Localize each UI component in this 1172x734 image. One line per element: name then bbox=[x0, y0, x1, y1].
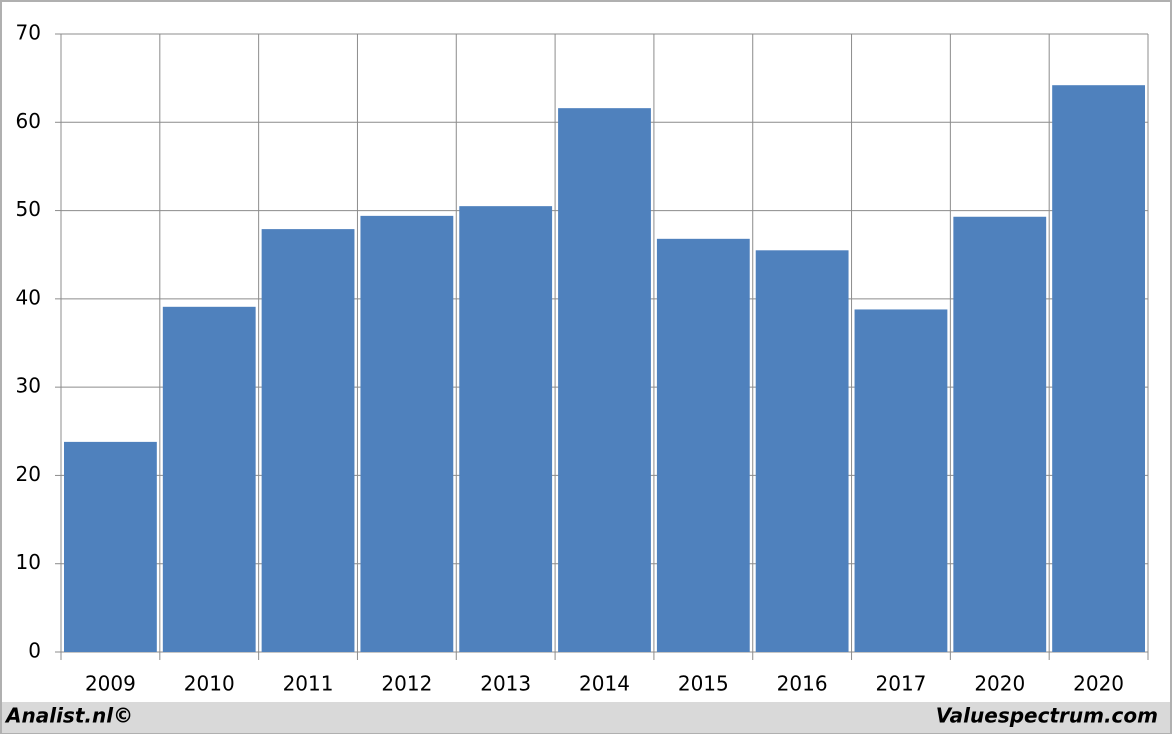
x-tick-label: 2017 bbox=[876, 672, 927, 696]
x-tick-label: 2020 bbox=[974, 672, 1025, 696]
footer-left: Analist.nl© bbox=[4, 704, 133, 728]
y-tick-label: 50 bbox=[16, 197, 41, 221]
x-tick-label: 2014 bbox=[579, 672, 630, 696]
x-tick-label: 2011 bbox=[283, 672, 334, 696]
bar bbox=[854, 309, 948, 652]
bar bbox=[64, 441, 157, 652]
x-tick-label: 2009 bbox=[85, 672, 136, 696]
bar bbox=[162, 306, 256, 652]
bar bbox=[755, 250, 849, 653]
footer-band bbox=[2, 702, 1170, 733]
y-tick-label: 0 bbox=[28, 639, 41, 663]
x-tick-label: 2020 bbox=[1073, 672, 1124, 696]
x-tick-label: 2016 bbox=[777, 672, 828, 696]
y-tick-label: 10 bbox=[16, 550, 41, 574]
bar bbox=[261, 229, 355, 652]
x-tick-label: 2012 bbox=[381, 672, 432, 696]
y-tick-label: 20 bbox=[16, 462, 41, 486]
y-tick-label: 70 bbox=[16, 21, 41, 45]
bar bbox=[656, 238, 750, 652]
y-tick-label: 60 bbox=[16, 109, 41, 133]
bar bbox=[360, 215, 454, 652]
bar bbox=[459, 206, 553, 652]
y-tick-label: 40 bbox=[16, 285, 41, 309]
bar bbox=[1052, 85, 1145, 653]
x-tick-label: 2015 bbox=[678, 672, 729, 696]
bar bbox=[953, 216, 1047, 652]
footer-right: Valuespectrum.com bbox=[936, 704, 1158, 728]
bar bbox=[558, 108, 651, 652]
x-tick-label: 2013 bbox=[480, 672, 531, 696]
y-tick-label: 30 bbox=[16, 374, 41, 398]
x-tick-label: 2010 bbox=[184, 672, 235, 696]
